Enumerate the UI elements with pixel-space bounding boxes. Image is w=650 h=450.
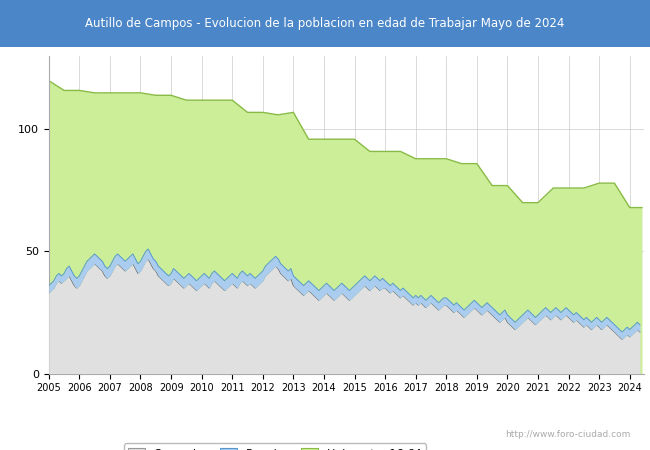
Legend: Ocupados, Parados, Hab. entre 16-64: Ocupados, Parados, Hab. entre 16-64 — [124, 443, 426, 450]
Text: http://www.foro-ciudad.com: http://www.foro-ciudad.com — [505, 430, 630, 439]
Text: Autillo de Campos - Evolucion de la poblacion en edad de Trabajar Mayo de 2024: Autillo de Campos - Evolucion de la pobl… — [85, 17, 565, 30]
